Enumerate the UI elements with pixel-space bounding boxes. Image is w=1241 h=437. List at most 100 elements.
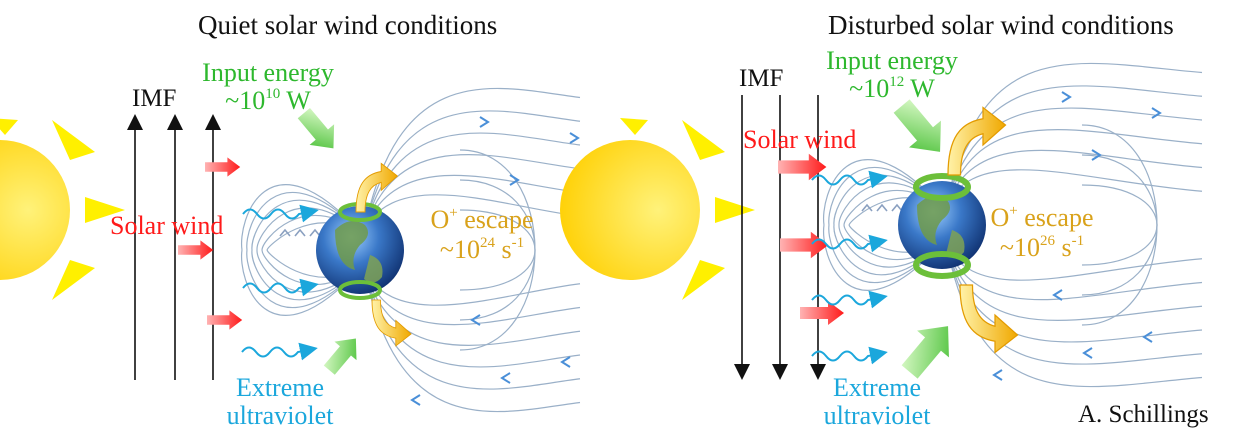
dayside-field-line (828, 166, 943, 226)
tail-field-line (946, 246, 1203, 365)
earth-land-icon (335, 221, 369, 270)
earth-land-icon (917, 196, 951, 245)
tail-field-line (364, 271, 581, 346)
dayside-chevron (309, 228, 321, 237)
input-energy-arrow-shape (901, 326, 949, 379)
euv-wave-icon (811, 346, 888, 365)
solar-wind-arrow-icon (178, 240, 214, 260)
sun-ray-icon (52, 120, 95, 160)
input-energy-arrow-icon (901, 326, 949, 379)
solar-wind-arrow-icon (780, 231, 829, 259)
euv-wave-icon (242, 204, 319, 223)
input-energy-arrow-icon (893, 99, 941, 152)
sun-ray-icon (715, 197, 755, 223)
disturbed-euv-label: Extreme ultraviolet (823, 373, 931, 430)
dayside-field-line (822, 224, 943, 291)
dayside-field-line (251, 249, 361, 301)
auroral-ring-icon (913, 173, 971, 201)
dayside-field-line (246, 249, 361, 309)
field-direction-chevron (560, 356, 571, 368)
oxygen-escape-arrow-icon (959, 284, 1019, 354)
field-direction-chevron (992, 369, 1003, 381)
auroral-ring-icon (913, 251, 971, 279)
dayside-chevron (891, 203, 903, 212)
oxygen-escape-arrow-shape (355, 162, 399, 213)
disturbed-panel-graphics (560, 62, 1203, 388)
field-direction-chevron (569, 132, 580, 144)
quiet-imf-label: IMF (132, 85, 177, 112)
sun-ray-icon (620, 118, 648, 135)
disturbed-panel-title: Disturbed solar wind conditions (828, 10, 1174, 40)
field-direction-chevron (1091, 149, 1102, 161)
euv-wave-icon (811, 290, 888, 309)
input-energy-arrow-shape (297, 108, 335, 149)
input-energy-arrow-shape (323, 338, 357, 375)
sun-ray-icon (0, 118, 18, 135)
image-credit: A. Schillings (1078, 401, 1209, 428)
solar-wind-arrow-icon (800, 301, 844, 325)
field-direction-chevron (1052, 289, 1063, 301)
oxygen-escape-arrow-shape (947, 106, 1007, 176)
tail-field-line (946, 246, 1203, 388)
field-direction-chevron (1082, 347, 1093, 359)
euv-wave-icon (242, 278, 319, 297)
quiet-input-energy-label: Input energy ~1010 W (202, 58, 334, 115)
tail-field-line (364, 271, 581, 326)
sun-icon (560, 140, 700, 280)
oxygen-escape-arrow-shape (959, 284, 1019, 354)
field-direction-chevron (470, 314, 481, 326)
oxygen-escape-arrow-icon (371, 299, 412, 347)
disturbed-imf-label: IMF (739, 65, 784, 92)
dayside-chevron (279, 228, 291, 237)
tail-field-line (364, 174, 581, 229)
tail-field-line (946, 169, 1203, 204)
quiet-solar-wind-label: Solar wind (110, 211, 224, 240)
input-energy-arrow-icon (297, 108, 335, 149)
sun-ray-icon (85, 197, 125, 223)
disturbed-oxygen-escape-label: O+ escape ~1026 s-1 (990, 203, 1094, 262)
tail-field-line (364, 271, 581, 306)
tail-field-line (364, 154, 581, 229)
field-direction-chevron (509, 174, 520, 186)
dayside-field-line (246, 191, 361, 251)
input-energy-arrow-icon (323, 338, 357, 375)
oxygen-escape-arrow-icon (355, 162, 399, 213)
input-energy-arrow-shape (893, 99, 941, 152)
dayside-field-line (828, 224, 943, 284)
field-direction-chevron (1142, 331, 1153, 343)
quiet-euv-label: Extreme ultraviolet (226, 373, 334, 430)
field-direction-chevron (479, 116, 490, 128)
solar-wind-arrow-icon (205, 157, 241, 177)
euv-wave-icon (811, 234, 888, 253)
field-direction-chevron (500, 372, 511, 384)
sun-icon (0, 140, 70, 280)
dayside-chevron (876, 203, 888, 212)
oxygen-escape-arrow-icon (947, 106, 1007, 176)
dayside-field-line (240, 184, 361, 251)
earth-land-icon (946, 230, 965, 258)
dayside-field-line (240, 249, 361, 316)
euv-wave-icon (811, 170, 888, 189)
tail-field-line (946, 85, 1203, 204)
tail-field-line (946, 149, 1203, 204)
tail-field-line (946, 246, 1203, 321)
disturbed-input-energy-label: Input energy ~1012 W (826, 46, 958, 103)
auroral-ring-icon (338, 280, 382, 300)
dayside-field-line (251, 199, 361, 251)
dayside-chevron (294, 228, 306, 237)
dayside-chevron (861, 203, 873, 212)
sun-ray-icon (682, 260, 725, 300)
quiet-panel-title: Quiet solar wind conditions (198, 10, 498, 40)
sun-ray-icon (682, 120, 725, 160)
earth-land-icon (364, 255, 383, 283)
field-direction-chevron (1061, 91, 1072, 103)
field-direction-chevron (410, 394, 421, 406)
sun-ray-icon (52, 260, 95, 300)
tail-field-line (946, 129, 1203, 204)
field-direction-chevron (1151, 107, 1162, 119)
oxygen-escape-arrow-shape (371, 299, 412, 347)
tail-loop-line (459, 149, 536, 351)
tail-field-line (946, 246, 1203, 281)
